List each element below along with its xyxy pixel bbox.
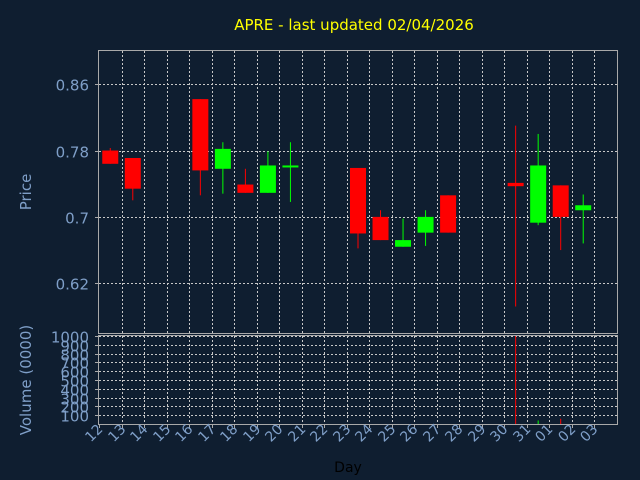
candle-body <box>372 216 389 241</box>
candle-body <box>575 205 592 211</box>
day-tick-label: 20 <box>262 422 286 446</box>
day-tick-label: 27 <box>420 422 444 446</box>
price-plot-frame <box>98 50 618 334</box>
candle-body <box>192 99 209 171</box>
candle-body <box>124 157 141 189</box>
day-tick-label: 18 <box>217 422 241 446</box>
candle-body <box>417 216 434 233</box>
day-tick-label: 21 <box>285 422 309 446</box>
candle-body <box>530 165 547 223</box>
day-tick-label: 28 <box>442 422 466 446</box>
price-tick-label: 0.62 <box>56 276 89 294</box>
day-tick-label: 03 <box>577 422 601 446</box>
plot-frames <box>98 50 618 425</box>
candle-body <box>395 240 412 247</box>
candle-body <box>259 165 276 193</box>
volume-axis-label: Volume (0000) <box>17 325 35 435</box>
volume-tick-label: 1000 <box>51 329 89 347</box>
candle-body <box>102 150 119 164</box>
day-tick-label: 24 <box>352 421 376 445</box>
candle-body <box>552 185 569 217</box>
chart-title: APRE - last updated 02/04/2026 <box>234 16 474 34</box>
price-tick-label: 0.7 <box>65 210 89 228</box>
volume-tick-label: 300 <box>60 391 89 409</box>
volume-tick-label: 900 <box>60 338 89 356</box>
day-tick-label: 29 <box>465 422 489 446</box>
volume-grid <box>95 336 617 416</box>
day-tick-label: 13 <box>105 422 129 446</box>
candle-body <box>350 167 366 234</box>
day-tick-label: 01 <box>532 422 556 446</box>
day-tick-label: 30 <box>487 422 511 446</box>
candle-body <box>237 184 254 193</box>
day-tick-label: 16 <box>172 421 196 445</box>
day-tick-label: 15 <box>150 422 174 446</box>
day-tick-label: 19 <box>240 422 264 446</box>
candle-body <box>507 182 524 187</box>
candle-body <box>214 148 231 169</box>
day-tick-label: 02 <box>555 422 579 446</box>
volume-tick-label: 500 <box>60 373 89 391</box>
candle-body <box>440 195 457 233</box>
day-tick-label: 25 <box>375 422 399 446</box>
price-tick-label: 0.78 <box>56 144 89 162</box>
volume-series <box>515 336 562 424</box>
day-tick-label: 22 <box>307 422 331 446</box>
candle-body <box>282 165 299 168</box>
x-axis-label: Day <box>334 460 362 476</box>
candlestick-series <box>102 99 592 307</box>
volume-tick-label: 200 <box>60 399 89 417</box>
price-axis-label: Price <box>17 174 35 211</box>
volume-plot-frame <box>98 335 618 425</box>
volume-tick-label: 700 <box>60 355 89 373</box>
day-tick-label: 17 <box>195 422 219 446</box>
volume-tick-label: 600 <box>60 364 89 382</box>
volume-tick-label: 800 <box>60 347 89 365</box>
day-tick-label: 31 <box>510 422 534 446</box>
x-gridlines <box>122 51 595 424</box>
day-tick-label: 14 <box>127 421 151 445</box>
price-tick-label: 0.86 <box>56 77 89 95</box>
volume-tick-label: 400 <box>60 382 89 400</box>
volume-tick-label: 100 <box>60 408 89 426</box>
day-tick-label: 26 <box>397 421 421 445</box>
day-tick-label: 23 <box>330 422 354 446</box>
price-tick-labels: 0.62 0.7 0.78 0.86 <box>56 77 89 294</box>
